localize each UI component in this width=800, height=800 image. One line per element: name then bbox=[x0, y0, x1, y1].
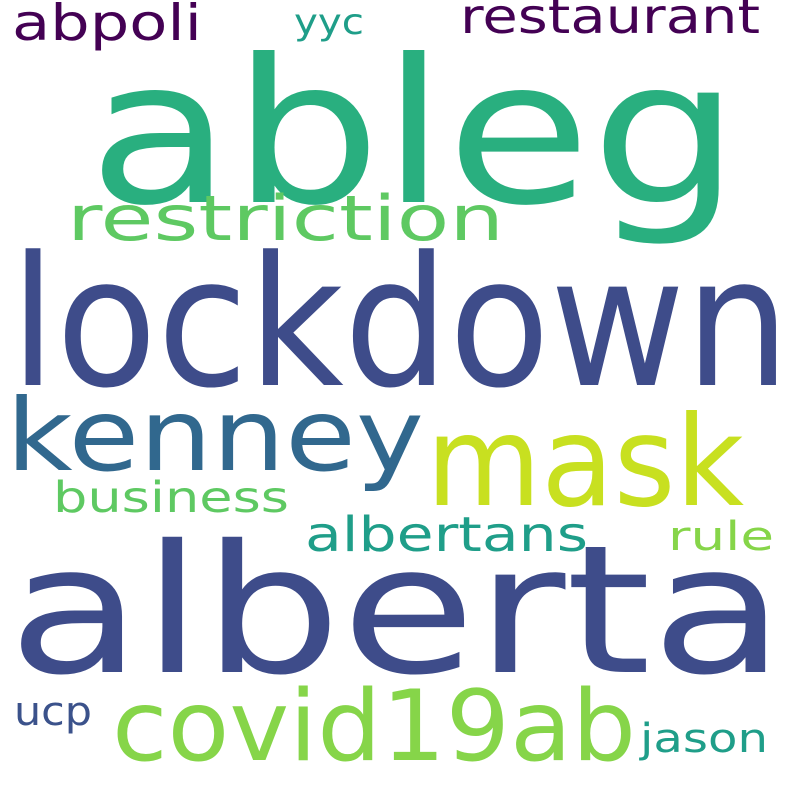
word-ableg: ableg bbox=[88, 17, 740, 250]
word-lockdown: lockdown bbox=[10, 219, 790, 428]
word-yyc: yyc bbox=[294, 2, 364, 43]
word-jason: jason bbox=[639, 716, 768, 762]
word-business: business bbox=[53, 473, 289, 523]
word-mask: mask bbox=[426, 390, 745, 535]
word-alberta: alberta bbox=[8, 507, 785, 714]
word-albertans: albertans bbox=[305, 507, 588, 563]
word-rule: rule bbox=[668, 514, 774, 560]
word-ucp: ucp bbox=[14, 689, 92, 735]
word-restriction: restriction bbox=[67, 182, 504, 255]
word-covid19ab: covid19ab bbox=[112, 670, 636, 784]
word-restaurant: restaurant bbox=[460, 0, 760, 45]
word-kenney: kenney bbox=[6, 377, 424, 494]
word-abpoli: abpoli bbox=[12, 0, 202, 52]
